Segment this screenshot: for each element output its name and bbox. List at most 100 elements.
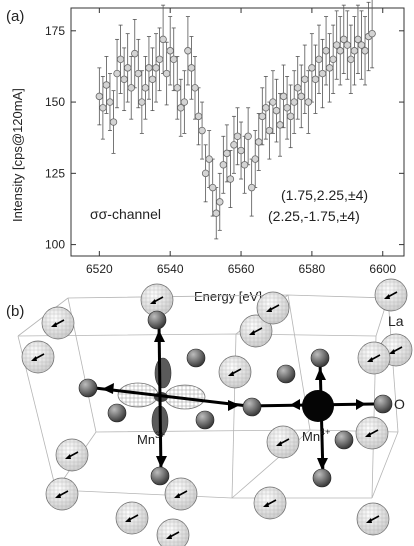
data-point [258,112,266,121]
data-point [283,104,291,112]
la-atom [41,306,75,340]
data-point [209,183,217,192]
data-point [191,84,199,92]
data-point [127,84,135,92]
data-point [347,55,355,64]
o-atom [310,348,330,368]
data-point [194,112,203,121]
la-atom [164,477,198,511]
data-point [173,84,181,92]
data-point [336,47,344,55]
data-point [226,175,235,183]
data-point [198,126,206,135]
la-atom [55,438,89,472]
x-axis: 6520 6540 6560 6580 6600 [86,8,396,276]
y-axis-label: Intensity [cps@120mA] [10,88,25,222]
la-atom [239,314,273,348]
data-point [116,55,125,64]
data-point [332,41,341,49]
data-point [340,35,348,44]
data-point [162,69,171,78]
x-tick-label: 6520 [86,262,113,276]
o-atom [107,403,127,423]
data-point [233,132,242,140]
data-point [180,98,189,106]
y-tick-label: 100 [45,238,65,252]
annotation-1: (1.75,2.25,±4) [281,187,368,203]
x-tick-label: 6580 [299,262,326,276]
o-atom [186,348,206,368]
data-point [357,41,366,49]
data-points [95,29,376,217]
data-point [272,106,281,115]
data-point [205,155,213,163]
annotation-2: (2.25,-1.75,±4) [268,208,360,224]
data-point [131,49,139,58]
data-point [99,104,107,112]
data-point [102,81,111,89]
la-atom [140,283,174,317]
o-atom [195,410,215,430]
o-atoms [78,310,393,488]
data-point [368,29,376,38]
data-point [138,98,146,106]
data-point [255,138,263,146]
data-point [230,141,238,149]
data-point [109,118,118,126]
panel-a-label: (a) [6,8,24,25]
data-point [159,35,167,44]
data-point [184,47,192,55]
data-point [123,64,132,72]
la-atom [115,501,149,535]
o-atom [276,364,296,384]
data-point [315,55,323,64]
x-tick-label: 6560 [228,262,255,276]
data-point [350,47,359,55]
data-point [265,126,274,135]
channel-label: σσ-channel [90,206,161,222]
data-point [212,209,220,217]
data-point [141,84,150,92]
o-atom [150,466,170,486]
data-point [294,84,302,92]
data-point [240,161,249,169]
data-point [166,47,174,55]
la-atom [156,518,190,546]
panel-b-label: (b) [6,303,24,320]
spectrum-plot: 100 125 150 175 6520 6540 6560 6580 6600 [45,0,405,276]
data-point [134,69,143,78]
data-point [223,149,231,158]
data-point [361,47,369,55]
mn3-label: Mn3+ [137,430,165,447]
o-atom [312,468,332,488]
data-point [276,121,284,129]
x-axis-label: Energy [eV] [194,289,262,304]
data-point [216,198,224,206]
x-tick-label: 6600 [369,262,396,276]
data-point [329,55,337,64]
la-atom [356,502,390,536]
data-point [318,69,327,78]
la-atom [21,340,55,374]
data-point [286,112,295,121]
la-atom [256,291,290,325]
la-atom [218,355,252,389]
data-point [301,75,309,83]
data-point [290,98,298,106]
data-point [113,69,121,78]
la-atom [45,477,79,511]
o-atom [242,397,262,417]
data-point [269,98,277,106]
o-atom [78,378,98,398]
la-atom [357,341,391,375]
data-point [148,75,157,83]
data-point [251,155,259,163]
data-point [311,75,320,83]
data-point [155,55,164,64]
data-point [177,104,185,112]
la-atom [253,486,287,520]
bond-arrows [102,330,366,470]
data-point [354,35,362,44]
o-atom [147,310,167,330]
